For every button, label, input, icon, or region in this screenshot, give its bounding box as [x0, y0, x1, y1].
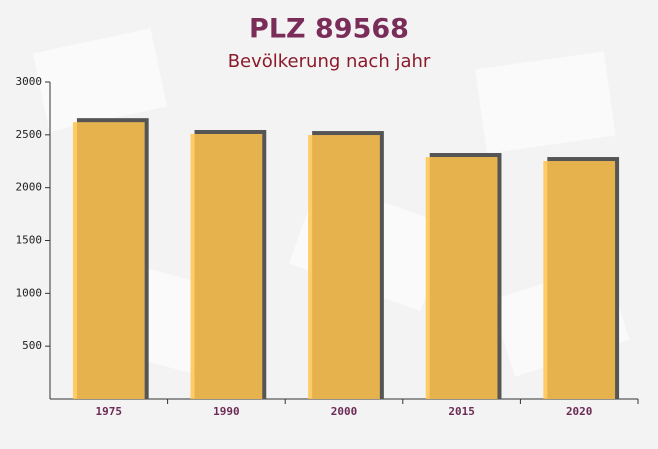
bar: [308, 135, 380, 399]
bar: [425, 157, 498, 399]
y-tick-label: 500: [22, 339, 42, 352]
y-tick-label: 3000: [16, 75, 43, 88]
x-tick-label: 1975: [96, 405, 123, 418]
chart-title: PLZ 89568: [249, 14, 409, 45]
x-tick-label: 2000: [331, 405, 358, 418]
x-tick-label: 1990: [213, 405, 240, 418]
bar: [190, 133, 263, 399]
x-tick-label: 2020: [566, 405, 593, 418]
y-tick-label: 2500: [16, 128, 43, 141]
y-tick-label: 2000: [16, 181, 43, 194]
y-tick-label: 1000: [16, 286, 43, 299]
x-tick-label: 2015: [448, 405, 475, 418]
y-tick-label: 1500: [16, 234, 43, 247]
chart-subtitle: Bevölkerung nach jahr: [228, 51, 431, 72]
bar: [72, 122, 145, 400]
bar: [543, 161, 616, 399]
